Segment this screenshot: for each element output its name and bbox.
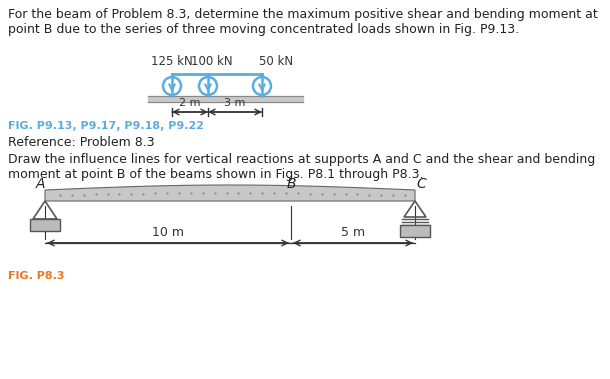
- Text: 3 m: 3 m: [224, 98, 246, 108]
- Text: A: A: [35, 177, 45, 191]
- Text: 2 m: 2 m: [179, 98, 201, 108]
- Text: FIG. P8.3: FIG. P8.3: [8, 271, 65, 281]
- Text: FIG. P9.13, P9.17, P9.18, P9.22: FIG. P9.13, P9.17, P9.18, P9.22: [8, 121, 204, 131]
- Text: Reference: Problem 8.3: Reference: Problem 8.3: [8, 136, 154, 149]
- Text: 50 kN: 50 kN: [259, 55, 293, 68]
- Text: point B due to the series of three moving concentrated loads shown in Fig. P9.13: point B due to the series of three movin…: [8, 23, 519, 36]
- Text: C: C: [416, 177, 426, 191]
- Text: 125 kN: 125 kN: [151, 55, 193, 68]
- Bar: [30, 219, 60, 231]
- Text: 100 kN: 100 kN: [191, 55, 233, 68]
- Text: 5 m: 5 m: [341, 226, 365, 239]
- Text: B: B: [286, 177, 296, 191]
- Bar: [400, 225, 430, 237]
- Text: Draw the influence lines for vertical reactions at supports A and C and the shea: Draw the influence lines for vertical re…: [8, 153, 595, 166]
- Polygon shape: [45, 185, 415, 201]
- Text: 10 m: 10 m: [152, 226, 184, 239]
- Text: For the beam of Problem 8.3, determine the maximum positive shear and bending mo: For the beam of Problem 8.3, determine t…: [8, 8, 598, 21]
- Text: moment at point B of the beams shown in Figs. P8.1 through P8.3.: moment at point B of the beams shown in …: [8, 168, 423, 181]
